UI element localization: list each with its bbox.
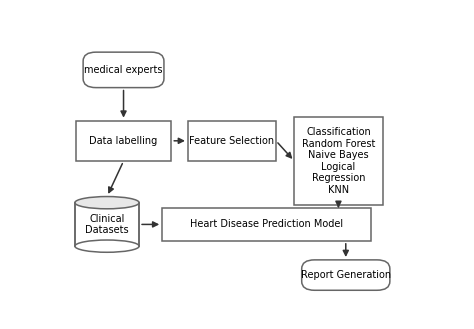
Bar <box>294 117 383 205</box>
Text: Clinical
Datasets: Clinical Datasets <box>85 214 129 235</box>
FancyBboxPatch shape <box>301 260 390 290</box>
Bar <box>76 120 171 161</box>
Ellipse shape <box>75 240 139 252</box>
FancyBboxPatch shape <box>83 52 164 88</box>
Bar <box>188 120 276 161</box>
Bar <box>162 208 372 241</box>
Text: Feature Selection: Feature Selection <box>189 136 274 146</box>
Bar <box>75 203 139 246</box>
Text: Data labelling: Data labelling <box>90 136 158 146</box>
Ellipse shape <box>75 196 139 209</box>
Text: Heart Disease Prediction Model: Heart Disease Prediction Model <box>190 219 343 229</box>
Text: Classification
Random Forest
Naive Bayes
Logical
Regression
KNN: Classification Random Forest Naive Bayes… <box>302 127 375 195</box>
Text: Report Generation: Report Generation <box>301 270 391 280</box>
Text: medical experts: medical experts <box>84 65 163 75</box>
